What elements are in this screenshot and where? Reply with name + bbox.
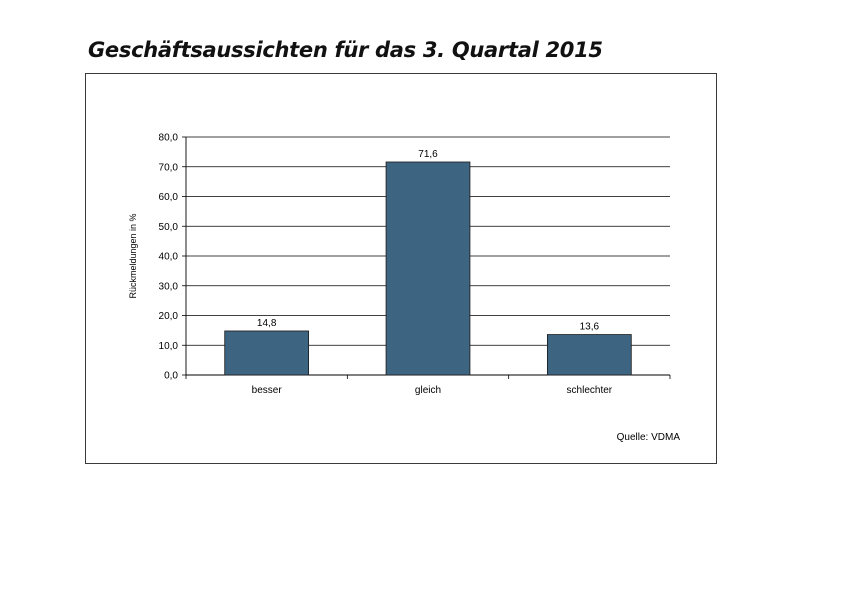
bar-gleich <box>385 161 471 376</box>
y-tick-label: 20,0 <box>159 311 179 322</box>
source-label: Quelle: VDMA <box>617 432 681 443</box>
x-tick-label: schlechter <box>567 385 613 396</box>
y-tick-label: 50,0 <box>159 222 179 233</box>
x-tick-label: gleich <box>415 385 441 396</box>
bar-schlechter <box>546 334 632 376</box>
y-tick-label: 40,0 <box>159 252 179 263</box>
y-tick-label: 0,0 <box>164 371 178 382</box>
y-tick-label: 80,0 <box>159 133 179 144</box>
data-label: 14,8 <box>257 318 277 329</box>
y-tick-label: 60,0 <box>159 192 179 203</box>
data-label: 13,6 <box>580 322 600 333</box>
data-label: 71,6 <box>418 149 438 160</box>
y-tick-label: 10,0 <box>159 341 179 352</box>
y-tick-label: 70,0 <box>159 162 179 173</box>
y-axis-title: Rückmeldungen in % <box>128 213 138 298</box>
page-title: Geschäftsaussichten für das 3. Quartal 2… <box>88 38 603 62</box>
y-tick-label: 30,0 <box>159 281 179 292</box>
chart-frame <box>85 73 717 464</box>
bar-besser <box>224 330 310 376</box>
x-tick-label: besser <box>252 385 283 396</box>
